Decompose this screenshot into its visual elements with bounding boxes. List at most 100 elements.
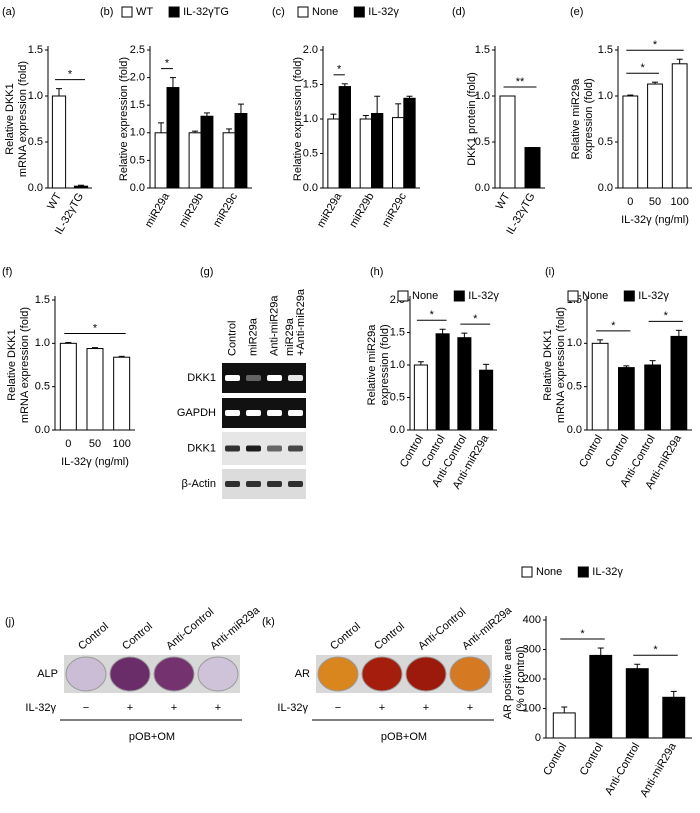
row-label: DKK1 (187, 372, 216, 384)
y-axis-label: mRNA expression (fold) (555, 307, 567, 423)
x-tick-label: miR29b (177, 191, 206, 230)
bar (154, 132, 168, 189)
bar (327, 118, 340, 189)
blot-band (225, 410, 240, 416)
bar (670, 335, 688, 431)
y-tick-label: 1.5 (390, 326, 405, 338)
blot-band (246, 375, 261, 381)
legend-label: None (312, 6, 338, 18)
y-axis-label: AR positive area (502, 638, 514, 720)
lane-label: Anti-miR29a (268, 295, 280, 356)
y-tick-label: 1.0 (130, 127, 145, 139)
blot-band (288, 375, 303, 381)
legend-label: IL-32γTG (183, 6, 229, 18)
bar (589, 654, 613, 739)
x-tick-label: miR29c (380, 191, 409, 230)
lane-label: Anti-Control (416, 606, 468, 653)
y-tick-label: 0.5 (567, 381, 582, 393)
blot-band (225, 375, 240, 381)
legend-label: None (412, 290, 438, 302)
y-tick-label: 0 (535, 732, 541, 744)
bar (234, 112, 248, 189)
y-tick-label: 1.5 (35, 294, 50, 306)
bar (188, 132, 202, 189)
bar (371, 112, 384, 189)
y-axis-label: (% of control) (515, 646, 527, 711)
y-tick-label: 1.0 (35, 337, 50, 349)
significance-label: ** (516, 76, 525, 88)
bar (457, 337, 472, 431)
well (65, 656, 107, 692)
panel-label: (g) (200, 266, 213, 278)
y-axis-label: mRNA expression (fold) (17, 61, 29, 177)
legend-swatch (577, 566, 589, 578)
legend-swatch (623, 290, 635, 302)
legend-label: None (536, 566, 562, 578)
panel-label: (c) (272, 6, 285, 18)
significance-label: * (611, 320, 616, 332)
x-tick-label: 50 (649, 196, 661, 208)
x-tick-label: miR29b (347, 191, 376, 230)
condition-label: pOB+OM (129, 731, 175, 743)
significance-label: * (165, 58, 170, 70)
bar (359, 118, 372, 189)
well (405, 656, 447, 692)
x-tick-label: miR29a (143, 190, 173, 230)
bar (338, 86, 351, 189)
lane-label: Control (328, 621, 363, 653)
lane-label: miR29a (284, 317, 296, 356)
bar (524, 147, 541, 189)
x-tick-label: Control (577, 433, 605, 470)
legend-label: IL-32γ (368, 6, 399, 18)
panel-label: (e) (570, 6, 583, 18)
y-tick-label: 0.0 (303, 182, 318, 194)
significance-label: * (337, 64, 342, 76)
y-tick-label: 0.5 (390, 391, 405, 403)
y-tick-label: 0.5 (598, 136, 613, 148)
bar (51, 95, 67, 189)
y-tick-label: 100 (523, 702, 541, 714)
y-tick-label: 1.5 (598, 44, 613, 56)
y-axis-label: mRNA expression (fold) (19, 307, 31, 423)
legend-swatch (353, 6, 365, 18)
treatment-sign: + (467, 702, 473, 714)
bar (647, 83, 663, 189)
legend-swatch (121, 6, 133, 18)
y-axis-label: expression (fold) (583, 78, 595, 159)
y-tick-label: 0.0 (130, 182, 145, 194)
bar (622, 95, 639, 189)
x-tick-label: Anti-miR29a (638, 740, 679, 799)
well (109, 656, 151, 692)
y-tick-label: 1.0 (598, 90, 613, 102)
significance-label: * (641, 62, 646, 74)
panel-label: (b) (100, 6, 113, 18)
y-tick-label: 1.5 (475, 44, 490, 56)
significance-label: * (430, 309, 435, 321)
panel-label: (a) (2, 6, 15, 18)
y-tick-label: 1.5 (303, 78, 318, 90)
x-tick-label: miR29c (211, 191, 240, 230)
bar (591, 342, 609, 431)
x-tick-label: Control (578, 741, 606, 778)
blot-band (225, 445, 240, 452)
bar (413, 364, 428, 431)
y-tick-label: 1.0 (475, 90, 490, 102)
treatment-label: IL-32γ (25, 702, 56, 714)
lane-label: Anti-Control (164, 606, 216, 653)
significance-label: * (93, 322, 98, 334)
bar (392, 117, 405, 189)
blot-band (225, 481, 240, 487)
y-axis-label: Relative expression (fold) (118, 57, 130, 181)
x-tick-label: Control (603, 433, 631, 470)
y-axis-label: Relative DKK1 (4, 83, 16, 155)
y-axis-label: DKK1 protein (fold) (466, 72, 478, 166)
blot-band (288, 445, 303, 452)
legend-label: IL-32γ (592, 566, 623, 578)
bar (86, 348, 104, 431)
bar (671, 63, 688, 189)
y-tick-label: 0.5 (303, 147, 318, 159)
lane-label: Control (226, 321, 238, 356)
row-label: GAPDH (177, 407, 216, 419)
x-tick-label: 100 (670, 196, 688, 208)
